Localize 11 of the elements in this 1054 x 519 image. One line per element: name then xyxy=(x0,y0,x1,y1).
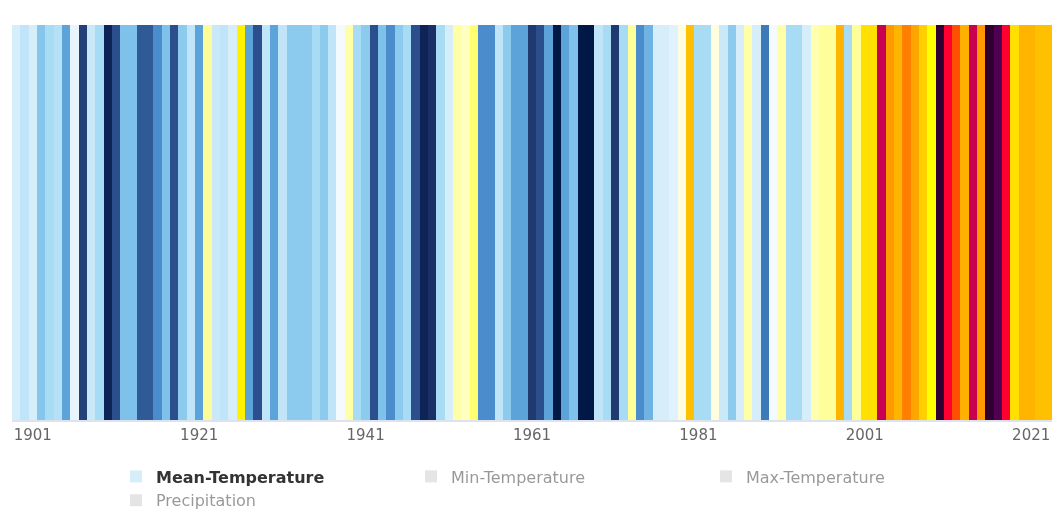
legend-label: Max-Temperature xyxy=(746,467,885,487)
x-tick-label: 1921 xyxy=(180,426,219,444)
x-tick-label: 2021 xyxy=(1012,426,1051,444)
legend-label: Min-Temperature xyxy=(451,467,586,487)
x-tick-label: 2001 xyxy=(845,426,884,444)
x-tick-label: 1941 xyxy=(346,426,385,444)
x-tick-label: 1961 xyxy=(512,426,552,444)
x-tick-label: 1981 xyxy=(679,426,718,444)
legend-label: Precipitation xyxy=(156,491,257,511)
x-tick-label: 1901 xyxy=(13,426,52,444)
legend-label: Mean-Temperature xyxy=(156,467,325,487)
